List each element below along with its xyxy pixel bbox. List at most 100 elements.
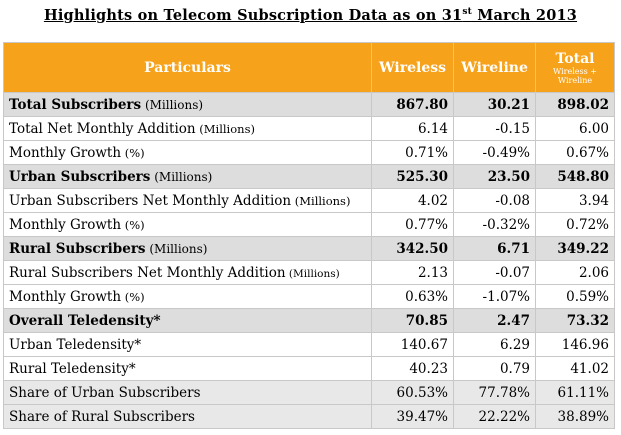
- page-title: Highlights on Telecom Subscription Data …: [0, 7, 621, 24]
- row-label-cell: Rural Subscribers (Millions): [3, 236, 372, 261]
- row-unit: (%): [121, 289, 145, 304]
- row-label-cell: Total Net Monthly Addition (Millions): [3, 116, 372, 141]
- row-unit: (%): [121, 145, 145, 160]
- row-label-cell: Total Subscribers (Millions): [3, 92, 372, 117]
- wireline-cell: 6.71: [453, 236, 536, 261]
- wireless-cell: 39.47%: [371, 404, 454, 429]
- header-total-label: Total: [555, 50, 595, 67]
- title-main: Highlights on Telecom Subscription Data …: [43, 7, 463, 24]
- wireline-cell: 22.22%: [453, 404, 536, 429]
- row-label-cell: Urban Teledensity*: [3, 332, 372, 357]
- row-label: Total Subscribers: [9, 96, 142, 113]
- header-total: Total Wireless + Wireline: [535, 42, 615, 93]
- total-cell: 349.22: [535, 236, 615, 261]
- row-label: Urban Teledensity*: [9, 336, 142, 353]
- wireless-cell: 867.80: [371, 92, 454, 117]
- total-cell: 898.02: [535, 92, 615, 117]
- header-wireless: Wireless: [371, 42, 454, 93]
- row-unit: (%): [121, 217, 145, 232]
- row-unit: (Millions): [141, 97, 204, 112]
- table-row: Urban Subscribers Net Monthly Addition (…: [3, 188, 615, 213]
- table-row: Total Subscribers (Millions) 867.80 30.2…: [3, 92, 615, 117]
- table-row: Share of Urban Subscribers 60.53% 77.78%…: [3, 380, 615, 405]
- row-label: Rural Teledensity*: [9, 360, 136, 377]
- row-label: Monthly Growth: [9, 144, 122, 161]
- header-total-sub1: Wireless +: [553, 66, 597, 76]
- wireline-cell: 2.47: [453, 308, 536, 333]
- wireless-cell: 70.85: [371, 308, 454, 333]
- row-unit: (Millions): [150, 169, 213, 184]
- row-label: Urban Subscribers: [9, 168, 151, 185]
- header-total-sub2: Wireline: [557, 75, 593, 85]
- wireline-cell: -0.49%: [453, 140, 536, 165]
- row-label: Urban Subscribers Net Monthly Addition: [9, 192, 292, 209]
- wireline-cell: -1.07%: [453, 284, 536, 309]
- wireline-cell: 77.78%: [453, 380, 536, 405]
- total-cell: 0.67%: [535, 140, 615, 165]
- wireless-cell: 2.13: [371, 260, 454, 285]
- row-label-cell: Monthly Growth (%): [3, 140, 372, 165]
- title-superscript: st: [462, 7, 472, 18]
- row-label: Monthly Growth: [9, 216, 122, 233]
- row-unit: (Millions): [285, 267, 340, 280]
- table-row: Monthly Growth (%) 0.77% -0.32% 0.72%: [3, 212, 615, 237]
- table-row: Monthly Growth (%) 0.71% -0.49% 0.67%: [3, 140, 615, 165]
- wireline-cell: -0.08: [453, 188, 536, 213]
- total-cell: 61.11%: [535, 380, 615, 405]
- total-cell: 3.94: [535, 188, 615, 213]
- wireline-cell: -0.15: [453, 116, 536, 141]
- table-row: Rural Subscribers (Millions) 342.50 6.71…: [3, 236, 615, 261]
- row-label-cell: Rural Teledensity*: [3, 356, 372, 381]
- total-cell: 2.06: [535, 260, 615, 285]
- row-label: Total Net Monthly Addition: [9, 120, 196, 137]
- row-label-cell: Share of Urban Subscribers: [3, 380, 372, 405]
- wireline-cell: 23.50: [453, 164, 536, 189]
- row-label: Overall Teledensity*: [9, 312, 161, 329]
- wireline-cell: 6.29: [453, 332, 536, 357]
- row-unit: (Millions): [291, 193, 351, 208]
- total-cell: 146.96: [535, 332, 615, 357]
- row-label: Share of Urban Subscribers: [9, 384, 201, 401]
- table-row: Overall Teledensity* 70.85 2.47 73.32: [3, 308, 615, 333]
- wireless-cell: 525.30: [371, 164, 454, 189]
- row-unit: (Millions): [145, 241, 208, 256]
- row-label: Rural Subscribers Net Monthly Addition: [9, 264, 286, 281]
- wireless-cell: 140.67: [371, 332, 454, 357]
- header-wireline: Wireline: [453, 42, 536, 93]
- table-row: Rural Teledensity* 40.23 0.79 41.02: [3, 356, 615, 381]
- wireless-cell: 40.23: [371, 356, 454, 381]
- table-row: Urban Teledensity* 140.67 6.29 146.96: [3, 332, 615, 357]
- total-cell: 73.32: [535, 308, 615, 333]
- row-label-cell: Monthly Growth (%): [3, 212, 372, 237]
- total-cell: 6.00: [535, 116, 615, 141]
- row-unit: (Millions): [195, 121, 255, 136]
- row-label: Rural Subscribers: [9, 240, 146, 257]
- wireless-cell: 4.02: [371, 188, 454, 213]
- row-label-cell: Urban Subscribers Net Monthly Addition (…: [3, 188, 372, 213]
- row-label-cell: Monthly Growth (%): [3, 284, 372, 309]
- header-particulars: Particulars: [3, 42, 372, 93]
- title-end: March 2013: [471, 7, 578, 24]
- wireless-cell: 0.77%: [371, 212, 454, 237]
- wireline-cell: -0.32%: [453, 212, 536, 237]
- wireless-cell: 6.14: [371, 116, 454, 141]
- row-label: Monthly Growth: [9, 288, 122, 305]
- wireline-cell: 0.79: [453, 356, 536, 381]
- total-cell: 0.59%: [535, 284, 615, 309]
- wireless-cell: 0.63%: [371, 284, 454, 309]
- total-cell: 548.80: [535, 164, 615, 189]
- row-label-cell: Share of Rural Subscribers: [3, 404, 372, 429]
- wireless-cell: 0.71%: [371, 140, 454, 165]
- row-label-cell: Rural Subscribers Net Monthly Addition (…: [3, 260, 372, 285]
- row-label: Share of Rural Subscribers: [9, 408, 195, 425]
- table-row: Share of Rural Subscribers 39.47% 22.22%…: [3, 404, 615, 429]
- header-row: Particulars Wireless Wireline Total Wire…: [3, 42, 615, 93]
- table-row: Monthly Growth (%) 0.63% -1.07% 0.59%: [3, 284, 615, 309]
- subscription-table: Particulars Wireless Wireline Total Wire…: [3, 42, 615, 429]
- table-row: Urban Subscribers (Millions) 525.30 23.5…: [3, 164, 615, 189]
- row-label-cell: Urban Subscribers (Millions): [3, 164, 372, 189]
- total-cell: 0.72%: [535, 212, 615, 237]
- total-cell: 41.02: [535, 356, 615, 381]
- wireless-cell: 342.50: [371, 236, 454, 261]
- wireline-cell: -0.07: [453, 260, 536, 285]
